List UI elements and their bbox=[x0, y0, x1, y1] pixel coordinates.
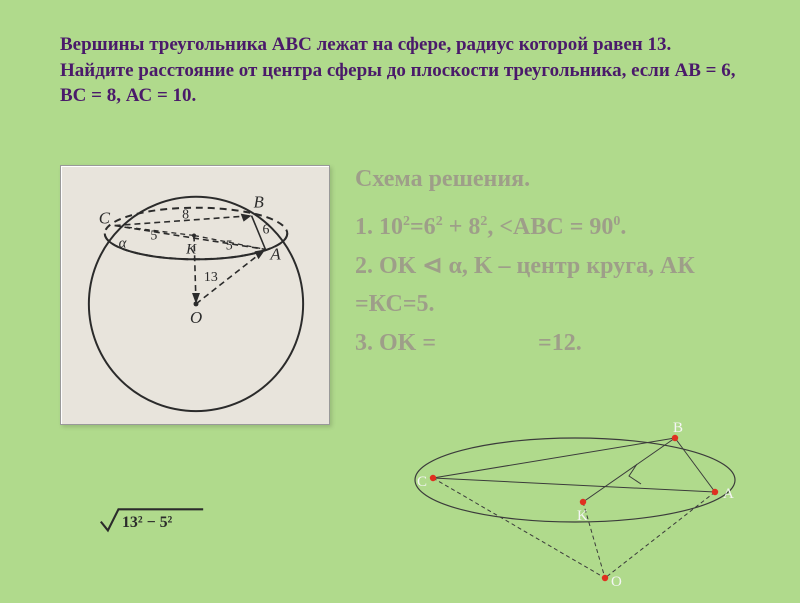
d2-label-B: B bbox=[673, 420, 683, 436]
problem-title: Вершины треугольника АВС лежат на сфере,… bbox=[0, 0, 800, 125]
label-A: A bbox=[269, 244, 281, 263]
d2-label-C: C bbox=[417, 474, 427, 490]
d2-label-A: A bbox=[723, 486, 734, 502]
label-K: K bbox=[185, 241, 197, 257]
solution-header: Схема решения. bbox=[355, 160, 775, 198]
solution-step-2: 2. OK ⊲ α, K – центр круга, АК =КС=5. bbox=[355, 247, 775, 324]
num-5a: 5 bbox=[150, 228, 157, 243]
label-B: B bbox=[254, 193, 264, 212]
sqrt-expression: 13² − 5² bbox=[97, 504, 207, 534]
sphere-figure: B C A K O α 8 6 5 5 13 bbox=[60, 165, 330, 425]
label-alpha: α bbox=[119, 235, 128, 251]
svg-text:13² − 5²: 13² − 5² bbox=[122, 514, 173, 531]
solution-block: Схема решения. 1. 102=62 + 82, <ABC = 90… bbox=[355, 160, 775, 362]
d2-label-O: O bbox=[611, 574, 622, 590]
num-8: 8 bbox=[182, 208, 189, 223]
plane-diagram: B C A K O bbox=[405, 418, 765, 598]
num-6: 6 bbox=[262, 223, 269, 238]
solution-step-1: 1. 102=62 + 82, <ABC = 900. bbox=[355, 208, 775, 246]
num-5b: 5 bbox=[226, 238, 233, 253]
solution-step-3: 3. OK = =12. 13² − 5² bbox=[355, 324, 775, 362]
num-13: 13 bbox=[204, 270, 218, 285]
d2-label-K: K bbox=[577, 508, 588, 524]
label-O: O bbox=[190, 308, 202, 327]
label-C: C bbox=[99, 209, 111, 228]
